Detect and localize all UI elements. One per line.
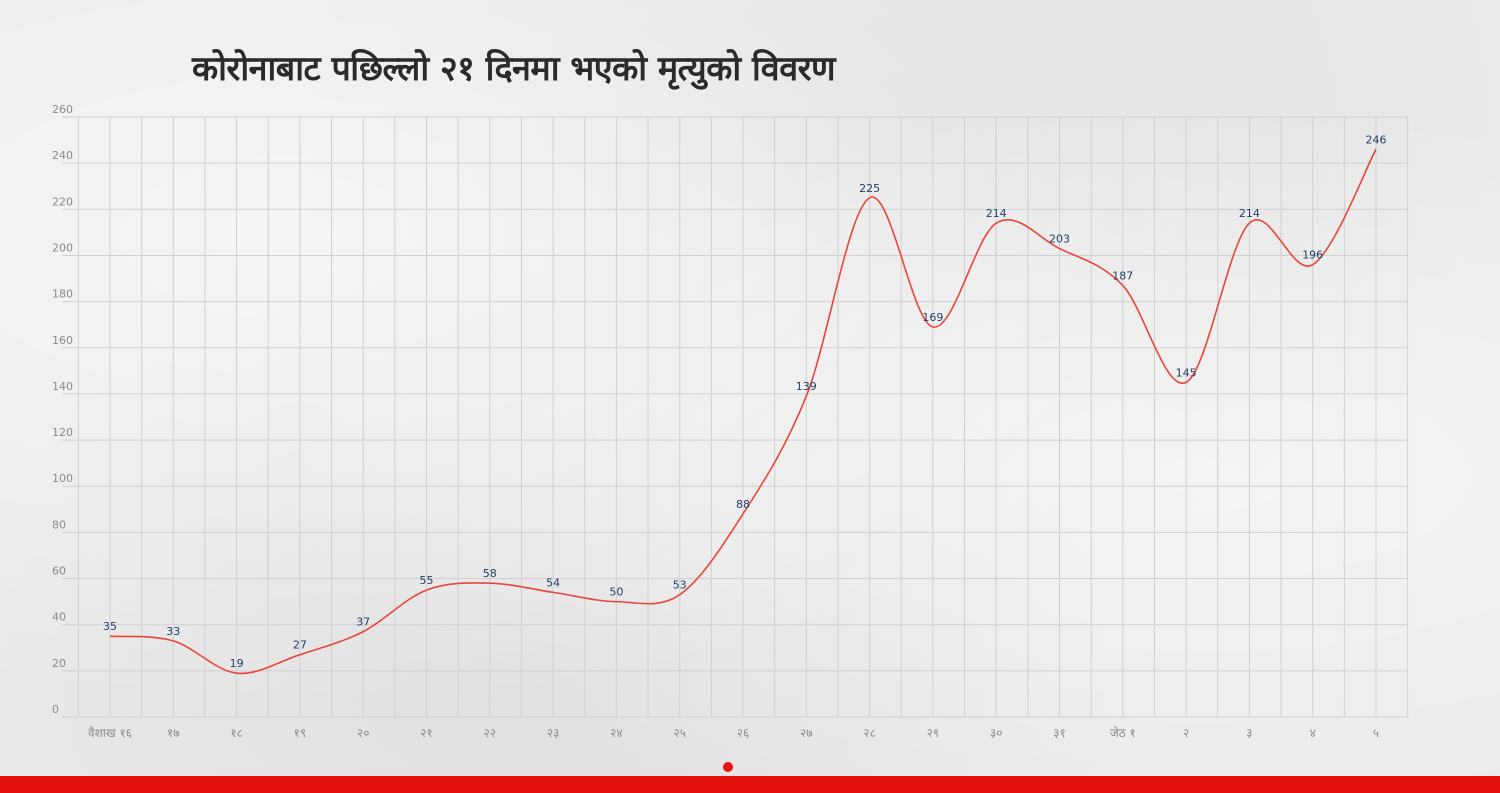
data-label: 37 bbox=[356, 616, 370, 629]
y-tick-label: 120 bbox=[52, 426, 73, 439]
x-tick-label: ४ bbox=[1310, 726, 1316, 740]
data-point[interactable] bbox=[1058, 247, 1062, 251]
x-tick-label: २५ bbox=[673, 726, 685, 740]
y-tick-label: 200 bbox=[52, 241, 73, 254]
x-tick-label: २७ bbox=[800, 726, 812, 740]
x-tick-label: २० bbox=[357, 726, 369, 740]
data-point[interactable] bbox=[1374, 147, 1378, 151]
data-label: 19 bbox=[230, 657, 244, 670]
data-label: 88 bbox=[736, 498, 750, 511]
data-point[interactable] bbox=[488, 581, 492, 585]
pager-dot[interactable] bbox=[723, 762, 733, 772]
data-point[interactable] bbox=[614, 600, 618, 604]
chart-title: कोरोनाबाट पछिल्लो २१ दिनमा भएको मृत्युको… bbox=[192, 49, 836, 89]
data-point[interactable] bbox=[1247, 221, 1251, 225]
data-label: 53 bbox=[673, 579, 687, 592]
x-tick-label: १८ bbox=[230, 726, 242, 740]
x-tick-label: २८ bbox=[863, 726, 875, 740]
y-tick-label: 220 bbox=[52, 195, 73, 208]
x-tick-label: ३१ bbox=[1053, 726, 1065, 740]
data-label: 55 bbox=[420, 574, 434, 587]
data-point[interactable] bbox=[235, 671, 239, 675]
data-point[interactable] bbox=[1184, 380, 1188, 384]
series-line-group bbox=[108, 147, 1378, 675]
data-label: 187 bbox=[1112, 269, 1133, 282]
data-point[interactable] bbox=[108, 634, 112, 638]
data-label: 27 bbox=[293, 639, 307, 652]
x-tick-label: ३ bbox=[1246, 726, 1252, 740]
x-tick-label: वैशाख १६ bbox=[88, 726, 132, 740]
x-axis-ticks: वैशाख १६ १७ १८ १९ २० २१ २२ २३ २४ २५ २६ २७ २८ २९ ३० ३१ जे… bbox=[88, 726, 1379, 740]
data-label: 225 bbox=[859, 182, 880, 195]
y-tick-label: 160 bbox=[52, 334, 73, 347]
series-line bbox=[109, 148, 1377, 675]
data-label: 203 bbox=[1049, 233, 1070, 246]
y-tick-label: 0 bbox=[52, 703, 59, 716]
y-tick-label: 140 bbox=[52, 380, 73, 393]
data-point[interactable] bbox=[551, 590, 555, 594]
data-point[interactable] bbox=[425, 588, 429, 592]
x-tick-label: ५ bbox=[1373, 726, 1379, 740]
data-label: 214 bbox=[986, 207, 1007, 220]
x-tick-label: २ bbox=[1183, 726, 1189, 740]
y-tick-label: 240 bbox=[52, 149, 73, 162]
x-tick-label: २२ bbox=[484, 726, 496, 740]
data-point[interactable] bbox=[931, 325, 935, 329]
data-label: 169 bbox=[922, 311, 943, 324]
data-label: 214 bbox=[1239, 207, 1260, 220]
x-tick-label: १९ bbox=[294, 726, 306, 740]
x-tick-label: २४ bbox=[610, 726, 622, 740]
x-tick-label: २६ bbox=[737, 726, 749, 740]
y-tick-label: 80 bbox=[52, 518, 66, 531]
data-label: 246 bbox=[1366, 133, 1387, 146]
data-point[interactable] bbox=[804, 394, 808, 398]
data-labels: 35 33 19 27 37 55 58 54 50 53 88 139 225 169 214 203 187… bbox=[103, 133, 1387, 670]
data-point[interactable] bbox=[171, 639, 175, 643]
data-label: 50 bbox=[609, 586, 623, 599]
data-point[interactable] bbox=[678, 593, 682, 597]
data-point[interactable] bbox=[868, 196, 872, 200]
y-tick-label: 60 bbox=[52, 565, 66, 578]
data-point[interactable] bbox=[298, 653, 302, 657]
x-tick-label: २१ bbox=[420, 726, 432, 740]
x-tick-label: जेठ १ bbox=[1110, 726, 1136, 740]
bottom-accent-bar bbox=[0, 776, 1500, 793]
data-point[interactable] bbox=[1121, 283, 1125, 287]
grid bbox=[62, 116, 1409, 718]
data-point[interactable] bbox=[1311, 263, 1315, 267]
data-point[interactable] bbox=[741, 512, 745, 516]
data-label: 54 bbox=[546, 576, 560, 589]
data-label: 145 bbox=[1176, 366, 1197, 379]
data-label: 58 bbox=[483, 567, 497, 580]
x-tick-label: ३० bbox=[990, 726, 1002, 740]
y-axis-ticks: 0 20 40 60 80 100 120 140 160 180 200 220 240 260 bbox=[52, 103, 73, 716]
data-point[interactable] bbox=[994, 221, 998, 225]
y-tick-label: 180 bbox=[52, 288, 73, 301]
x-tick-label: १७ bbox=[167, 726, 179, 740]
x-tick-label: २३ bbox=[547, 726, 559, 740]
x-tick-label: २९ bbox=[927, 726, 939, 740]
data-label: 35 bbox=[103, 620, 117, 633]
data-label: 33 bbox=[166, 625, 180, 638]
data-point[interactable] bbox=[361, 630, 365, 634]
y-tick-label: 100 bbox=[52, 472, 73, 485]
y-tick-label: 20 bbox=[52, 657, 66, 670]
data-label: 196 bbox=[1302, 249, 1323, 262]
y-tick-label: 260 bbox=[52, 103, 73, 116]
data-label: 139 bbox=[796, 380, 817, 393]
y-tick-label: 40 bbox=[52, 611, 66, 624]
